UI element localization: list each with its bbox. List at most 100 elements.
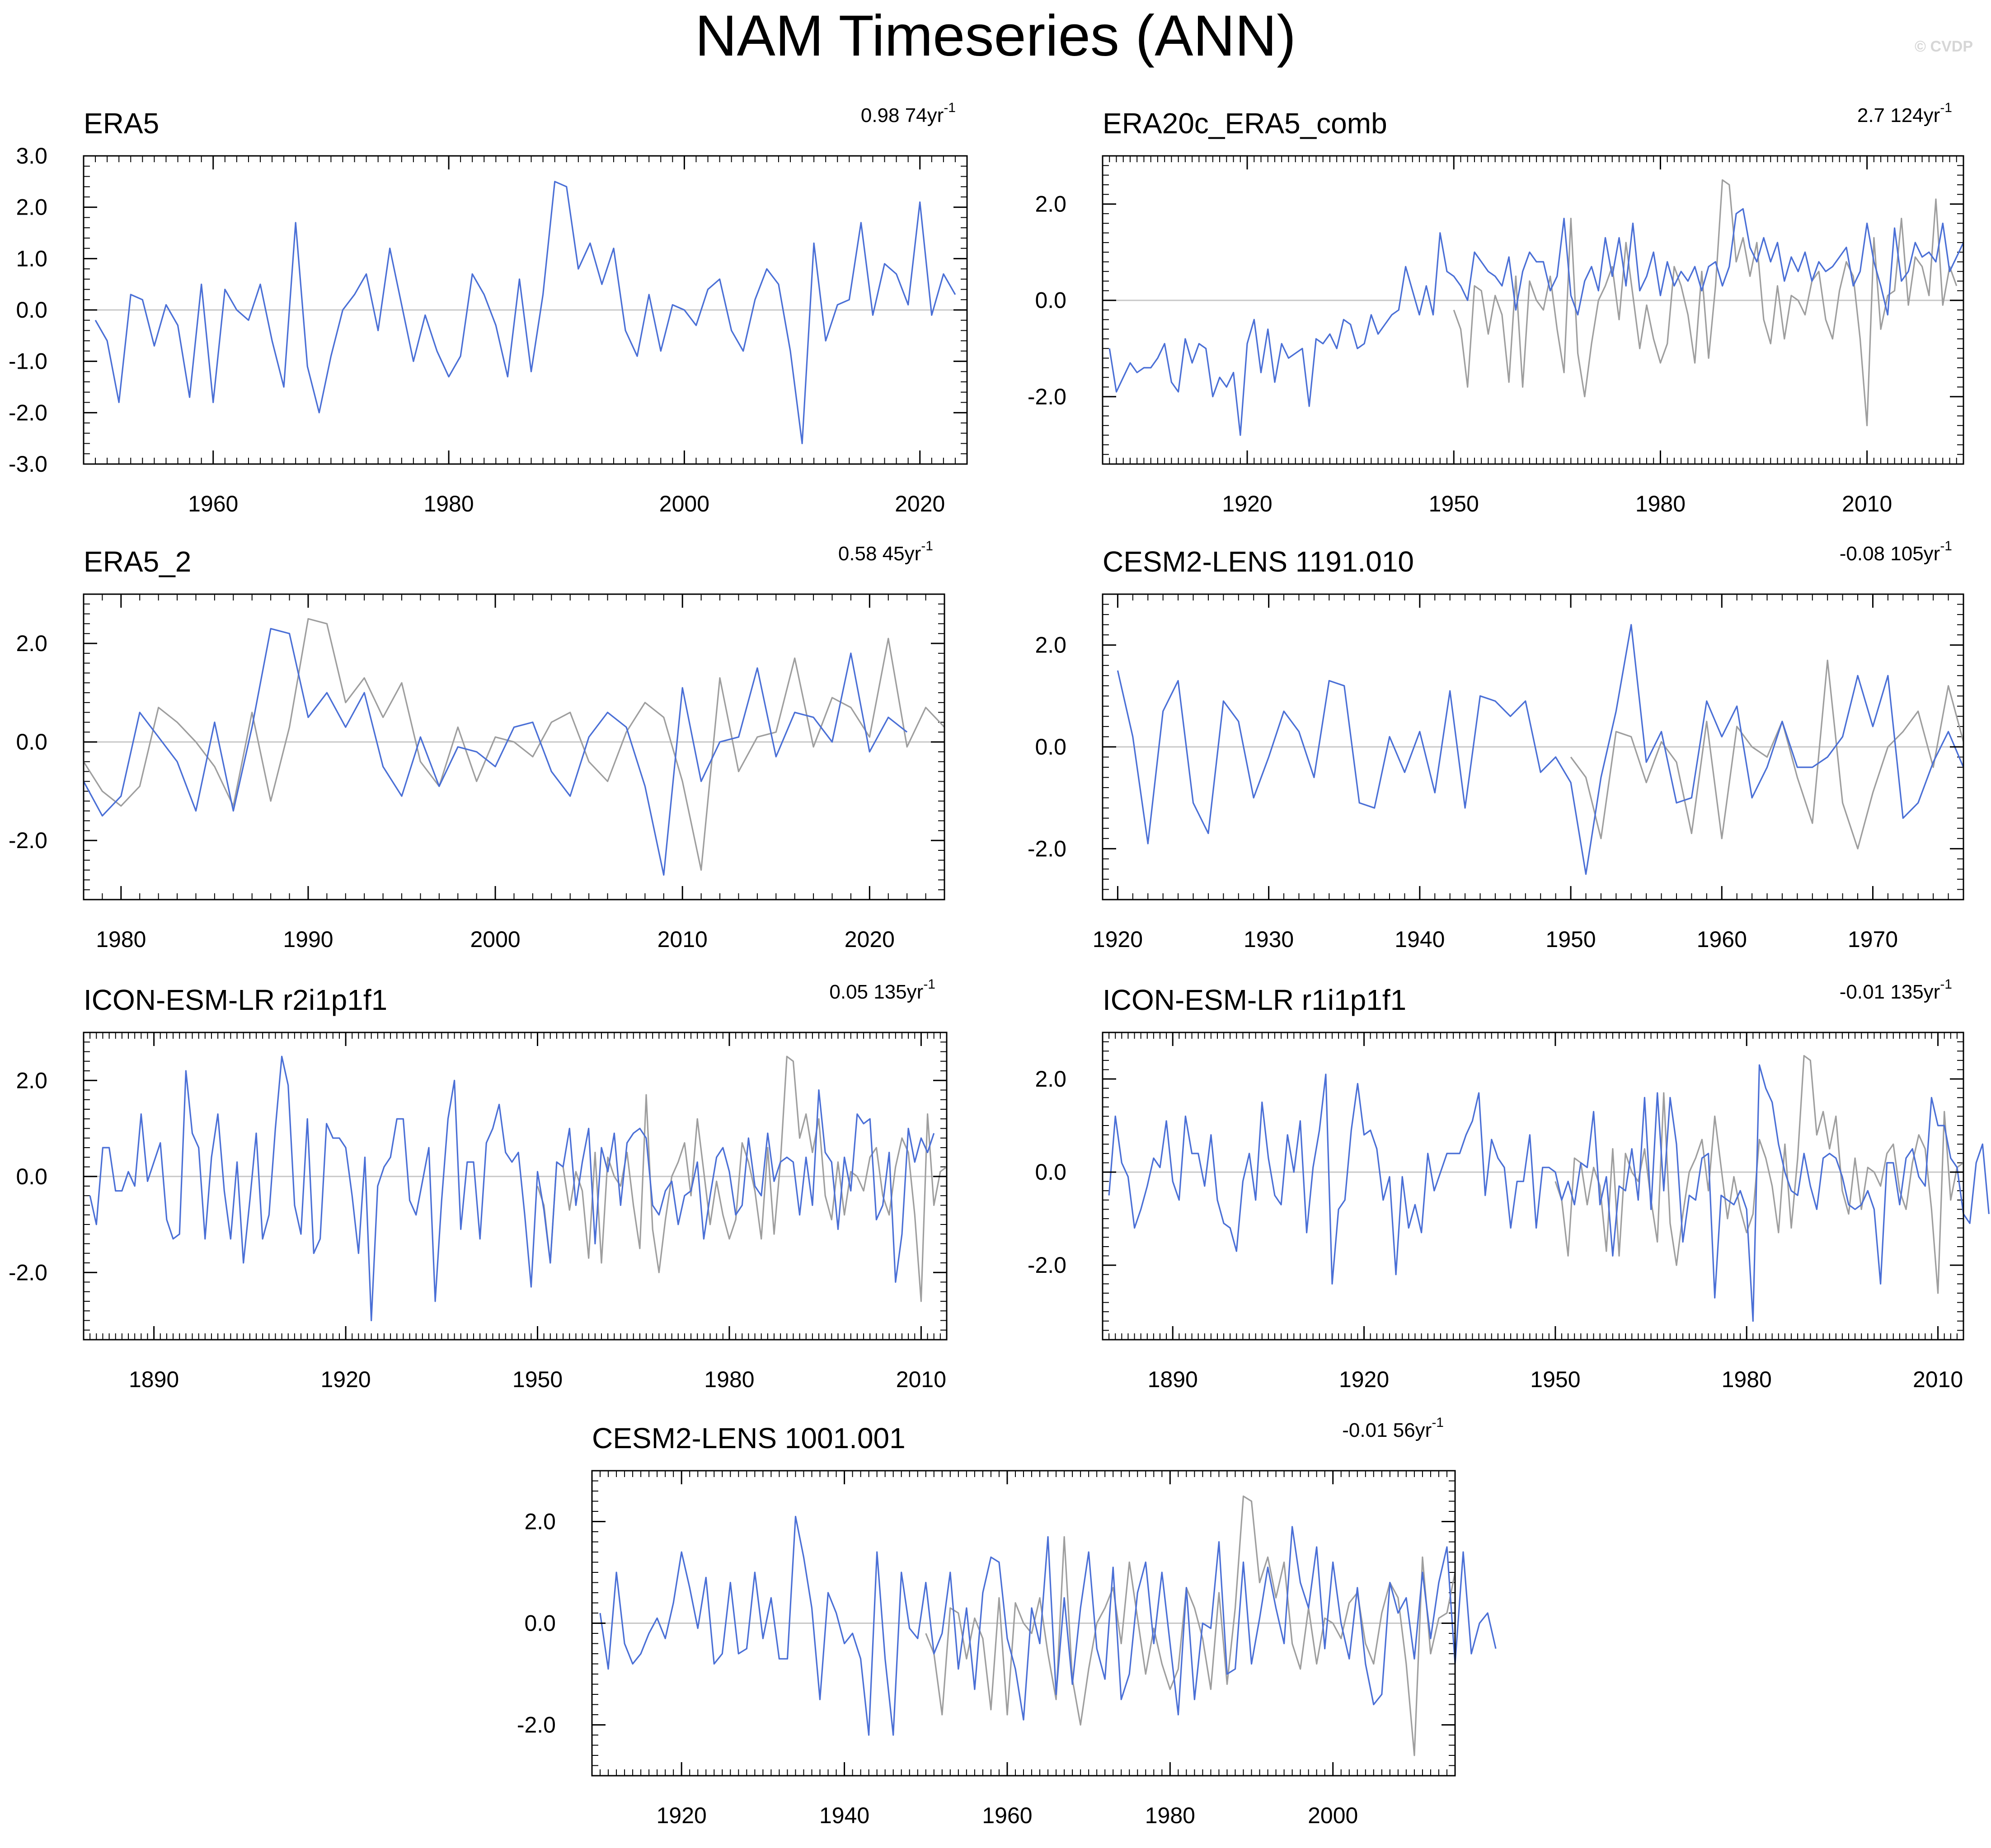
x-tick-label: 2010: [1913, 1367, 1963, 1392]
trend-value: -0.01 135yr: [1840, 981, 1940, 1003]
trend-unit-superscript: -1: [1940, 539, 1952, 553]
y-tick-label: -2.0: [1028, 1252, 1066, 1278]
trend-value: -0.01 56yr: [1342, 1419, 1432, 1441]
y-tick-label: -2.0: [1028, 384, 1066, 409]
chart-panel-6: 1890 1920 1950 1980 2010 2.0 0.0 -2.0 ICON-ESM-L…: [1028, 977, 1990, 1392]
y-tick-label: 2.0: [16, 631, 47, 656]
panel-title: ERA20c_ERA5_comb: [1103, 107, 1387, 140]
chart-panel-1: 1960 1980 2000 2020 3.0 2.0 1.0 0.0 -1.0 -2.0 -3.0…: [9, 100, 968, 516]
x-tick-label: 2020: [895, 491, 945, 516]
reference-series-line: [536, 1055, 947, 1302]
reference-series-line: [83, 618, 945, 871]
y-tick-label: 0.0: [16, 729, 47, 755]
y-tick-label: 1.0: [16, 246, 47, 271]
trend-value: -0.08 105yr: [1840, 543, 1940, 565]
y-tick-label: -2.0: [9, 1260, 47, 1285]
series-line: [1108, 1064, 1990, 1322]
x-tick-label: 1940: [1395, 927, 1445, 952]
panel-title: CESM2-LENS 1001.001: [592, 1422, 906, 1454]
minor-ticks: [1102, 155, 1964, 464]
chart-panel-3: 1980 1990 2000 2010 2020 2.0 0.0 -2.0 ERA5_2 0.58…: [9, 539, 945, 952]
x-tick-label: 2000: [470, 927, 520, 952]
x-tick-label: 1950: [1545, 927, 1596, 952]
series-line: [599, 1515, 1497, 1736]
y-tick-label: 2.0: [16, 1068, 47, 1093]
x-tick-label: 1890: [1148, 1367, 1198, 1392]
x-tick-label: 2000: [659, 491, 709, 516]
reference-series-line: [1570, 659, 1964, 849]
trend-label: 0.05 135yr-1: [829, 977, 935, 1003]
y-tick-label: 0.0: [16, 297, 47, 323]
y-tick-label: 0.0: [1035, 1159, 1066, 1185]
trend-label: -0.01 56yr-1: [1342, 1415, 1444, 1441]
x-tick-label: 1940: [819, 1803, 869, 1828]
x-tick-label: 1980: [1145, 1803, 1195, 1828]
x-tick-label: 1930: [1244, 927, 1294, 952]
x-tick-label: 1950: [1530, 1367, 1580, 1392]
y-tick-label: 2.0: [16, 195, 47, 220]
x-tick-label: 2010: [657, 927, 708, 952]
series-line: [83, 628, 908, 876]
panel-title: ERA5_2: [84, 545, 191, 578]
x-tick-label: 1990: [283, 927, 333, 952]
x-tick-label: 2010: [896, 1367, 946, 1392]
plot-frame: [83, 1032, 948, 1341]
trend-label: 0.98 74yr-1: [861, 100, 956, 127]
reference-series-line: [1453, 179, 1958, 427]
plot-frame: [1102, 1032, 1964, 1341]
x-tick-label: 1970: [1848, 927, 1898, 952]
y-tick-label: -2.0: [1028, 836, 1066, 861]
x-tick-label: 2000: [1308, 1803, 1358, 1828]
x-tick-label: 1980: [1635, 491, 1686, 516]
y-tick-label: -1.0: [9, 349, 47, 374]
chart-panel-5: 1890 1920 1950 1980 2010 2.0 0.0 -2.0 ICON-ESM-L…: [9, 977, 948, 1392]
x-tick-label: 1980: [1722, 1367, 1772, 1392]
trend-value: 2.7 124yr: [1857, 104, 1940, 127]
y-tick-label: 2.0: [1035, 1066, 1066, 1092]
y-tick-label: 0.0: [1035, 734, 1066, 760]
x-tick-label: 1950: [512, 1367, 563, 1392]
panel-title: ICON-ESM-LR r1i1p1f1: [1103, 984, 1406, 1016]
y-tick-label: 0.0: [16, 1164, 47, 1189]
minor-ticks: [83, 1032, 947, 1340]
trend-unit-superscript: -1: [1940, 100, 1952, 115]
chart-panel-4: 1920 1930 1940 1950 1960 1970 2.0 0.0 -2.0 CESM2-…: [1028, 539, 1964, 952]
x-tick-label: 1920: [1339, 1367, 1389, 1392]
y-tick-label: 0.0: [1035, 288, 1066, 313]
series-line: [94, 181, 956, 445]
series-line: [1108, 208, 1964, 436]
trend-unit-superscript: -1: [944, 100, 956, 115]
x-tick-label: 1960: [188, 491, 238, 516]
x-tick-label: 1980: [704, 1367, 754, 1392]
series-line: [1117, 624, 1964, 875]
reference-series-line: [1554, 1055, 1964, 1294]
y-tick-label: -2.0: [9, 400, 47, 425]
y-tick-label: -3.0: [9, 451, 47, 477]
x-tick-label: 1980: [423, 491, 474, 516]
y-tick-label: -2.0: [9, 828, 47, 853]
trend-label: -0.08 105yr-1: [1840, 539, 1952, 565]
plot-frame: [1102, 155, 1964, 465]
minor-ticks: [83, 594, 945, 900]
y-tick-label: 2.0: [524, 1509, 556, 1534]
x-tick-label: 1980: [96, 927, 146, 952]
trend-value: 0.98 74yr: [861, 104, 944, 127]
x-tick-label: 2010: [1842, 491, 1892, 516]
trend-label: 0.58 45yr-1: [838, 539, 933, 565]
x-tick-label: 1950: [1429, 491, 1479, 516]
trend-unit-superscript: -1: [1940, 977, 1952, 992]
y-tick-label: 2.0: [1035, 633, 1066, 658]
trend-value: 0.58 45yr: [838, 543, 921, 565]
series-line: [89, 1055, 935, 1322]
chart-panel-2: 1920 1950 1980 2010 2.0 0.0 -2.0 ERA20c_ERA5_co…: [1028, 100, 1964, 516]
trend-label: -0.01 135yr-1: [1840, 977, 1952, 1003]
page-title: NAM Timeseries (ANN): [695, 4, 1296, 68]
y-tick-label: 3.0: [16, 143, 47, 169]
trend-value: 0.05 135yr: [829, 981, 923, 1003]
chart-panel-7: 1920 1940 1960 1980 2000 2.0 0.0 -2.0 CESM2-LENS…: [517, 1415, 1497, 1828]
panel-title: ICON-ESM-LR r2i1p1f1: [84, 984, 387, 1016]
x-tick-label: 1890: [129, 1367, 179, 1392]
x-tick-label: 1920: [657, 1803, 707, 1828]
y-tick-label: 2.0: [1035, 192, 1066, 217]
